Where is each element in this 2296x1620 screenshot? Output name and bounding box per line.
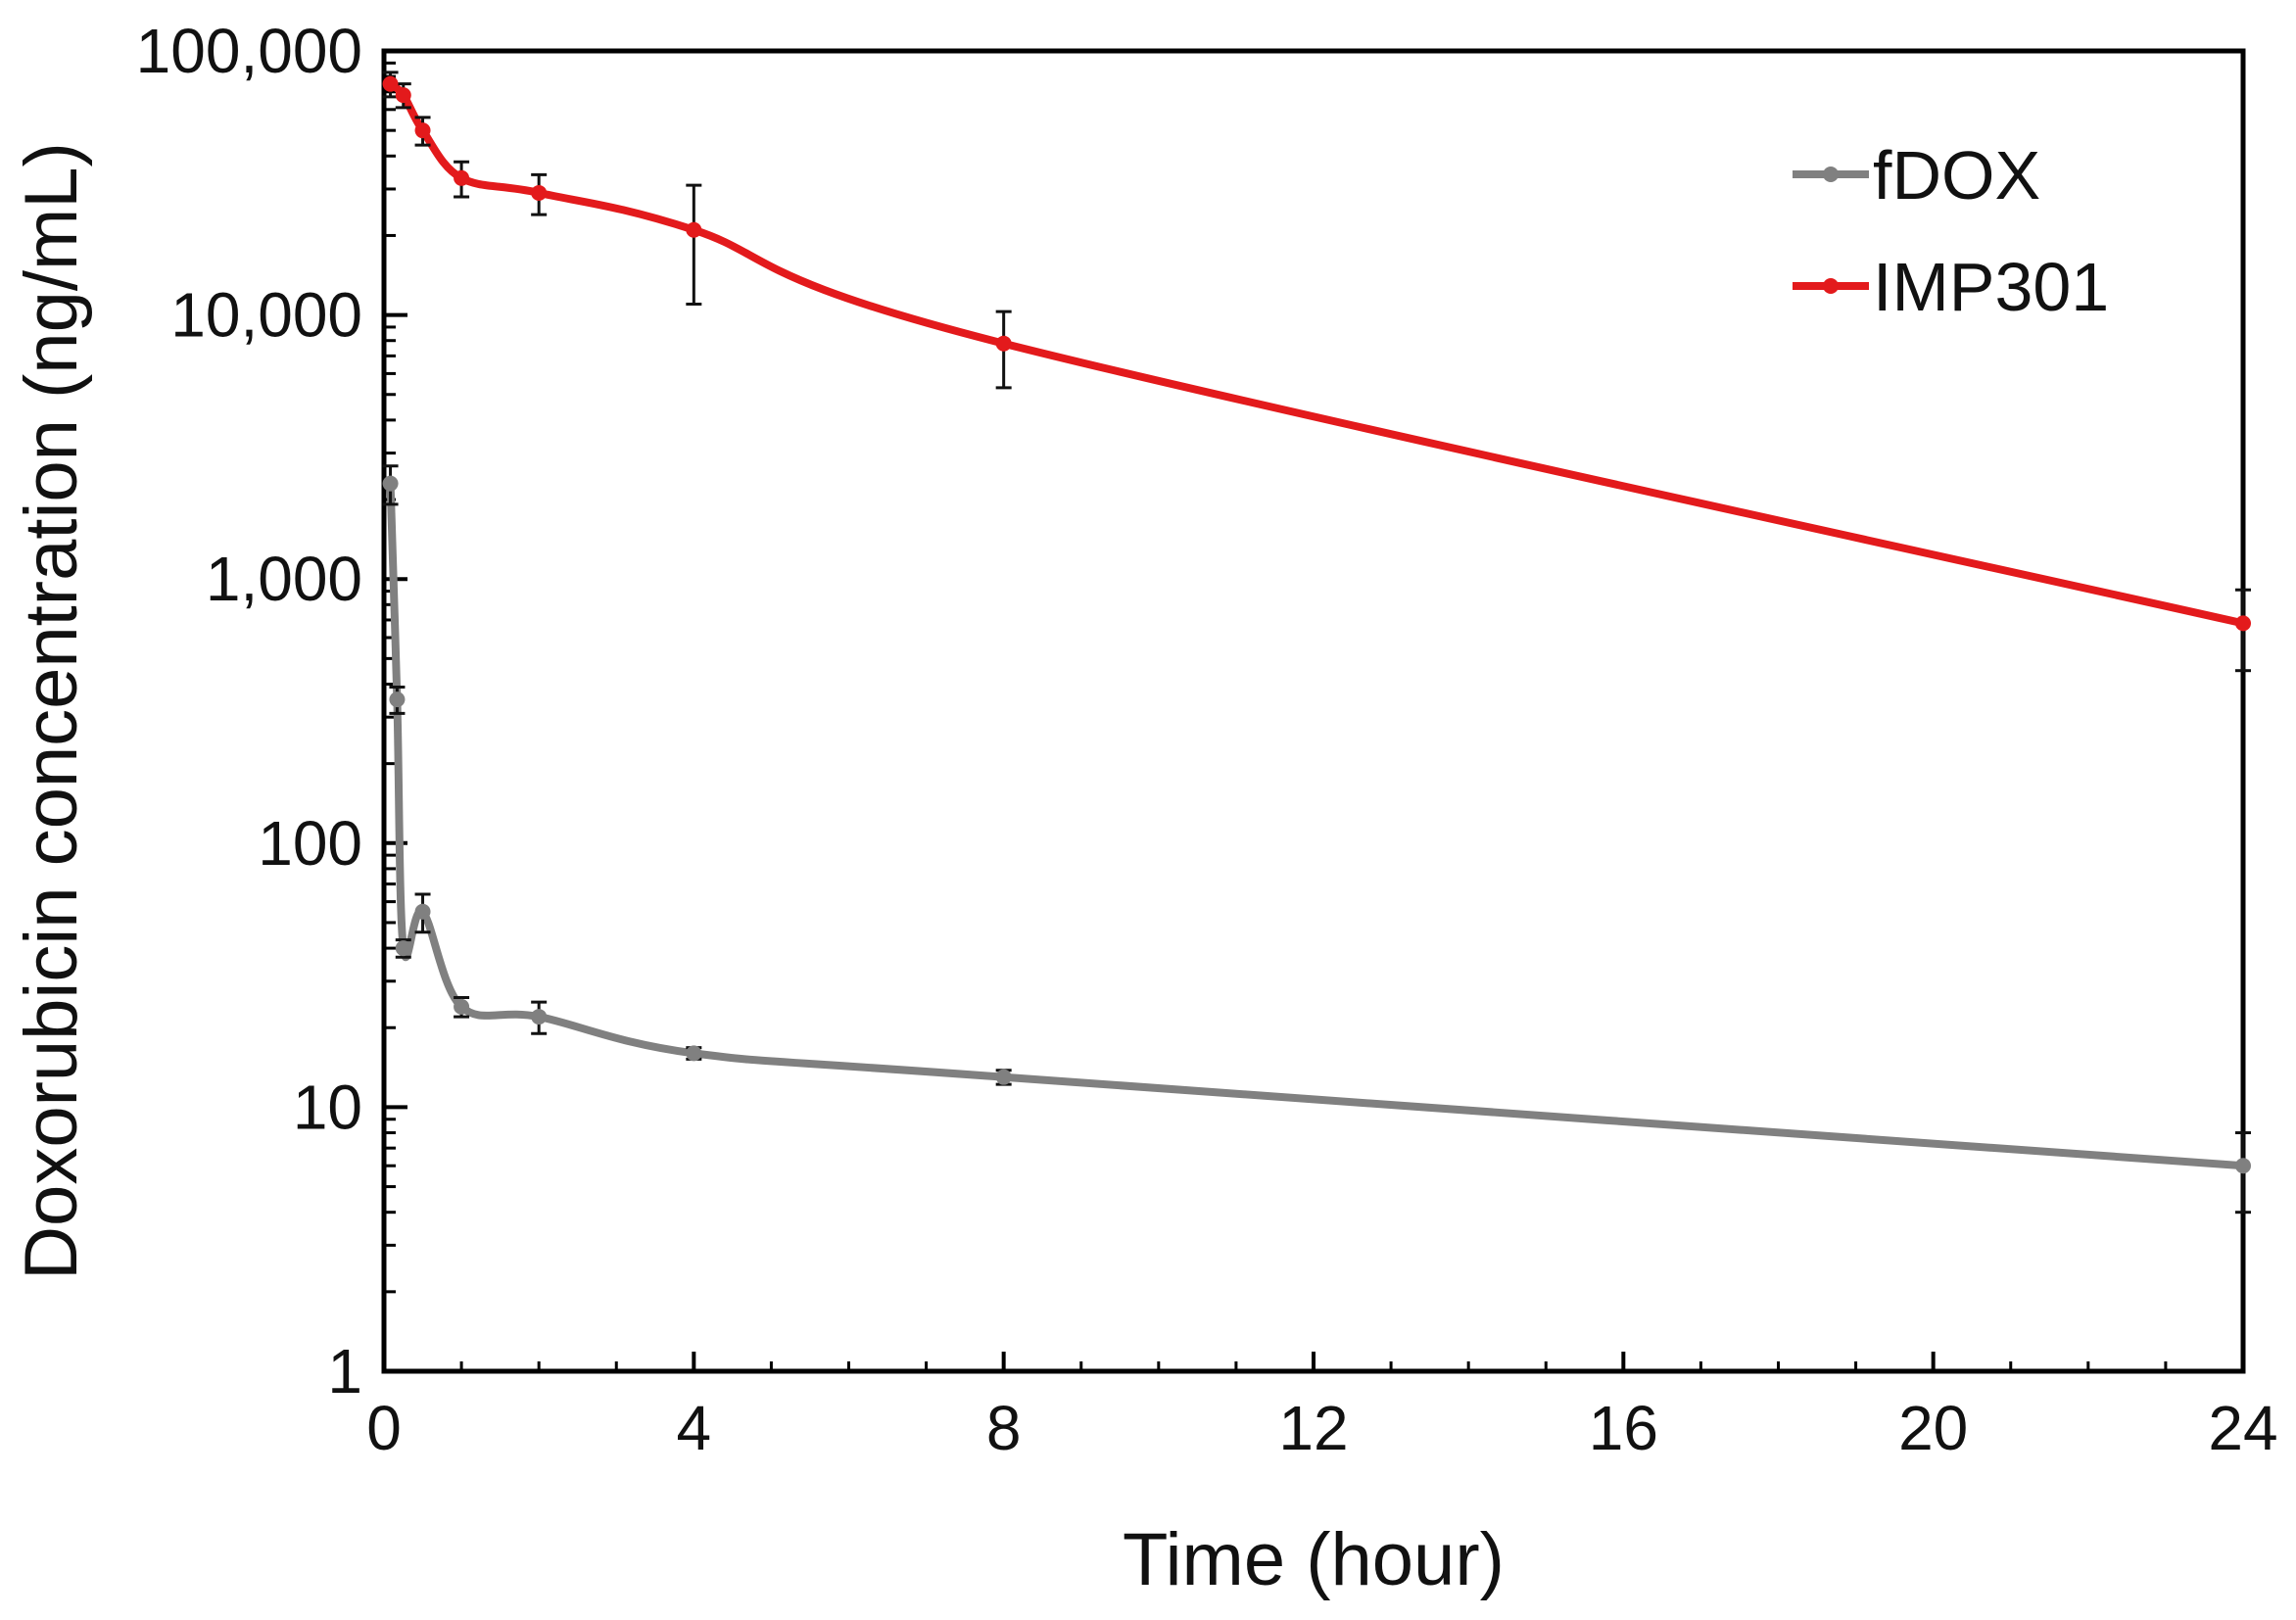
data-point-fdox [454, 998, 470, 1015]
data-point-imp301 [414, 122, 431, 139]
data-point-fdox [995, 1069, 1012, 1085]
y-tick-label-5: 100,000 [136, 16, 362, 86]
legend-marker-imp301 [1823, 278, 1839, 294]
y-tick-label-3: 1,000 [206, 544, 362, 614]
legend-marker-fdox [1823, 167, 1839, 182]
data-point-imp301 [382, 75, 399, 92]
y-tick-label-0: 1 [327, 1336, 362, 1406]
data-point-imp301 [395, 87, 411, 104]
x-tick-label-4: 16 [1589, 1393, 1658, 1463]
data-point-fdox [686, 1045, 702, 1062]
y-tick-label-4: 10,000 [170, 280, 362, 351]
y-axis-title: Doxorubicin concentration (ng/mL) [10, 142, 93, 1280]
error-bar-layer [382, 71, 2251, 1215]
x-tick-label-5: 20 [1898, 1393, 1968, 1463]
data-point-fdox [395, 940, 411, 957]
legend-label-fdox: fDOX [1873, 137, 2040, 214]
x-tick-label-1: 4 [677, 1393, 712, 1463]
data-point-fdox [414, 903, 431, 920]
data-point-imp301 [995, 335, 1012, 352]
series-line-fdox [386, 479, 2247, 1170]
x-tick-label-2: 8 [986, 1393, 1022, 1463]
y-tick-label-2: 100 [258, 808, 362, 879]
data-point-fdox [2235, 1158, 2251, 1174]
data-point-fdox [389, 691, 406, 708]
data-point-imp301 [686, 221, 702, 238]
data-point-imp301 [454, 169, 470, 186]
x-tick-label-0: 0 [366, 1393, 402, 1463]
data-point-fdox [382, 475, 399, 492]
error-bar-imp301 [686, 183, 702, 306]
x-tick-label-6: 24 [2208, 1393, 2277, 1463]
legend-label-imp301: IMP301 [1873, 249, 2109, 325]
y-tick-label-1: 10 [293, 1072, 362, 1142]
data-point-imp301 [2235, 615, 2251, 632]
legend: fDOX IMP301 [1793, 137, 2109, 325]
tick-layer: 1 10 100 1,000 10,000 100,000 0 4 8 12 16 20 24 [136, 16, 2278, 1463]
data-point-fdox [531, 1009, 548, 1025]
x-tick-label-3: 12 [1278, 1393, 1348, 1463]
series-layer [386, 79, 2247, 1170]
marker-layer [382, 75, 2251, 1174]
data-point-imp301 [531, 184, 548, 201]
x-axis-title: Time (hour) [1123, 1518, 1505, 1601]
